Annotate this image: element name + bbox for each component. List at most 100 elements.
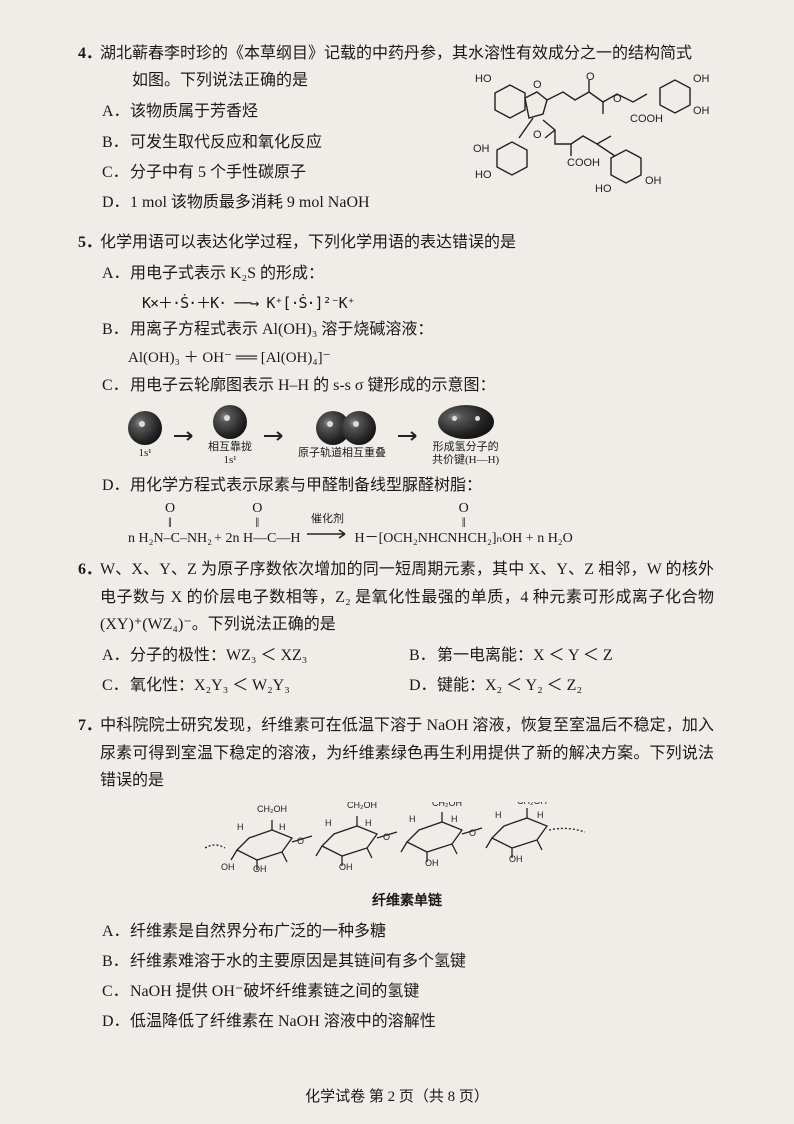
q7-option-D: D．低温降低了纤维素在 NaOH 溶液中的溶解性 [100, 1008, 714, 1035]
svg-text:O: O [469, 828, 476, 838]
mol-label: COOH [567, 154, 600, 173]
q5-A-equation: K×＋·Ṡ·＋K· ──→ K⁺[·Ṡ·]²⁻K⁺ [142, 291, 714, 317]
q5-options: A．用电子式表示 K₂S 的形成： K×＋·Ṡ·＋K· ──→ K⁺[·Ṡ·]²… [100, 260, 714, 546]
eq-dbl: ‖ [168, 517, 172, 532]
q6-stem: W、X、Y、Z 为原子序数依次增加的同一短周期元素，其中 X、Y、Z 相邻，W … [100, 561, 714, 632]
q6-option-C: C．氧化性：X₂Y₃ ＜ W₂Y₃ [100, 672, 407, 699]
svg-text:OH: OH [253, 864, 267, 874]
eq-ald: + 2n H—C—H [214, 532, 300, 547]
svg-text:OH: OH [509, 854, 523, 864]
mol-label: OH [645, 172, 662, 191]
q6-option-A: A．分子的极性：WZ₃ ＜ XZ₃ [100, 642, 407, 669]
cap-approach: 相互靠拢 [208, 441, 252, 453]
eq-O: O [165, 502, 175, 517]
svg-text:H: H [365, 818, 372, 828]
svg-text:H: H [325, 818, 332, 828]
arrow-icon [396, 429, 422, 443]
question-4: 4．湖北蕲春李时珍的《本草纲目》记载的中药丹参，其水溶性有效成分之一的结构简式 [100, 40, 714, 219]
sphere-1s [128, 411, 162, 445]
q7-D-text: 低温降低了纤维素在 NaOH 溶液中的溶解性 [130, 1013, 436, 1030]
q7-B-text: 纤维素难溶于水的主要原因是其链间有多个氢键 [130, 953, 466, 970]
svg-text:O: O [383, 832, 390, 842]
cap-overlap: 原子轨道相互重叠 [298, 447, 386, 460]
mol-label: OH [693, 102, 710, 121]
catalyst-label: 催化剂 [311, 510, 344, 529]
question-5: 5．化学用语可以表达化学过程，下列化学用语的表达错误的是 A．用电子式表示 K₂… [100, 229, 714, 546]
mol-label: OH [473, 140, 490, 159]
q4-structure-diagram: HO O O O COOH OH OH O COOH HO OH HO OH [454, 67, 714, 217]
q5-C-diagram: 1s¹ 相互靠拢1s¹ 原子轨道相互重叠 形成氢分子的共价键(H—H) [128, 405, 714, 466]
q6-option-D: D．键能：X₂ ＜ Y₂ ＜ Z₂ [407, 672, 714, 699]
q6-D-text: 键能：X₂ ＜ Y₂ ＜ Z₂ [437, 677, 582, 694]
page-footer: 化学试卷 第 2 页（共 8 页） [0, 1085, 794, 1111]
arrow-icon [172, 429, 198, 443]
reaction-arrow: 催化剂 [305, 510, 351, 539]
svg-text:OH: OH [221, 862, 235, 872]
q5-option-B: B．用离子方程式表示 Al(OH)₃ 溶于烧碱溶液： [100, 316, 714, 343]
q5-option-C: C．用电子云轮廓图表示 H–H 的 s-s σ 键形成的示意图： [100, 372, 714, 399]
q7-C-text: NaOH 提供 OH⁻破坏纤维素链之间的氢键 [130, 983, 419, 1000]
cap-h2b: 共价键(H—H) [432, 454, 499, 466]
mol-label: O [533, 126, 542, 145]
q5-D-equation: O‖n H₂N–C–NH₂ O‖+ 2n H—C—H 催化剂 O‖H－[OCH₂… [128, 502, 714, 546]
q6-B-text: 第一电离能：X ＜ Y ＜ Z [437, 647, 613, 664]
arrow-icon [262, 429, 288, 443]
mol-label: O [533, 76, 542, 95]
q4-D-text: 1 mol 该物质最多消耗 9 mol NaOH [130, 194, 370, 211]
q7-option-B: B．纤维素难溶于水的主要原因是其链间有多个氢键 [100, 948, 714, 975]
q5-number: 5． [78, 229, 100, 256]
q7-cellulose-diagram: CH₂OHCH₂OHCH₂OHCH₂OH OHOHOHOHOH HHHHHHHH… [197, 802, 617, 914]
svg-text:H: H [409, 814, 416, 824]
q7-stem: 中科院院士研究发现，纤维素可在低温下溶于 NaOH 溶液，恢复至室温后不稳定，加… [100, 717, 714, 788]
eq-dbl3: ‖ [462, 517, 466, 532]
question-6: 6．W、X、Y、Z 为原子序数依次增加的同一短周期元素，其中 X、Y、Z 相邻，… [100, 556, 714, 702]
mol-label: OH [693, 70, 710, 89]
q7-option-A: A．纤维素是自然界分布广泛的一种多糖 [100, 918, 714, 945]
q7-option-C: C．NaOH 提供 OH⁻破坏纤维素链之间的氢键 [100, 978, 714, 1005]
q6-option-B: B．第一电离能：X ＜ Y ＜ Z [407, 642, 714, 669]
sphere-1s [213, 405, 247, 439]
svg-text:CH₂OH: CH₂OH [517, 802, 547, 806]
eq-dbl2: ‖ [255, 517, 259, 532]
svg-text:OH: OH [425, 858, 439, 868]
q6-number: 6． [78, 556, 100, 583]
q6-A-text: 分子的极性：WZ₃ ＜ XZ₃ [130, 647, 307, 664]
mol-label: HO [475, 70, 492, 89]
cap-1s2: 1s¹ [223, 454, 236, 466]
mol-label: O [586, 68, 595, 87]
eq-urea: n H₂N–C–NH₂ [128, 532, 212, 547]
eq-prod: H－[OCH₂NHCNHCH₂]ₙOH + n H₂O [355, 532, 573, 547]
q5-A-text: 用电子式表示 K₂S 的形成： [130, 265, 324, 282]
q4-stem-1: 湖北蕲春李时珍的《本草纲目》记载的中药丹参，其水溶性有效成分之一的结构简式 [100, 45, 692, 62]
q5-B-text: 用离子方程式表示 Al(OH)₃ 溶于烧碱溶液： [130, 321, 433, 338]
q5-B-equation: Al(OH)₃ ＋ OH⁻ ══ [Al(OH)₄]⁻ [128, 346, 714, 372]
svg-text:H: H [495, 810, 502, 820]
oval-bond [438, 405, 494, 439]
q7-number: 7． [78, 712, 100, 739]
q5-D-text: 用化学方程式表示尿素与甲醛制备线型脲醛树脂： [130, 477, 482, 494]
svg-text:OH: OH [339, 862, 353, 872]
mol-label: HO [475, 166, 492, 185]
q4-number: 4． [78, 40, 100, 67]
svg-text:CH₂OH: CH₂OH [432, 802, 462, 808]
q7-options: A．纤维素是自然界分布广泛的一种多糖 B．纤维素难溶于水的主要原因是其链间有多个… [100, 918, 714, 1036]
q4-C-text: 分子中有 5 个手性碳原子 [130, 164, 306, 181]
svg-text:O: O [297, 836, 304, 846]
cap-1s: 1s¹ [138, 447, 151, 460]
q7-diagram-caption: 纤维素单链 [197, 890, 617, 914]
q5-stem: 化学用语可以表达化学过程，下列化学用语的表达错误的是 [100, 234, 516, 251]
q5-option-D: D．用化学方程式表示尿素与甲醛制备线型脲醛树脂： [100, 472, 714, 499]
q7-A-text: 纤维素是自然界分布广泛的一种多糖 [130, 923, 386, 940]
mol-label: HO [595, 180, 612, 199]
q5-C-text: 用电子云轮廓图表示 H–H 的 s-s σ 键形成的示意图： [130, 377, 496, 394]
svg-text:H: H [537, 810, 544, 820]
question-7: 7．中科院院士研究发现，纤维素可在低温下溶于 NaOH 溶液，恢复至室温后不稳定… [100, 712, 714, 1035]
q6-C-text: 氧化性：X₂Y₃ ＜ W₂Y₃ [130, 677, 290, 694]
cap-h2a: 形成氢分子的 [433, 441, 499, 453]
svg-text:CH₂OH: CH₂OH [347, 802, 377, 810]
eq-O3: O [459, 502, 469, 517]
q4-A-text: 该物质属于芳香烃 [130, 103, 258, 120]
eq-O2: O [252, 502, 262, 517]
q4-B-text: 可发生取代反应和氧化反应 [130, 134, 322, 151]
mol-label: O [613, 90, 622, 109]
